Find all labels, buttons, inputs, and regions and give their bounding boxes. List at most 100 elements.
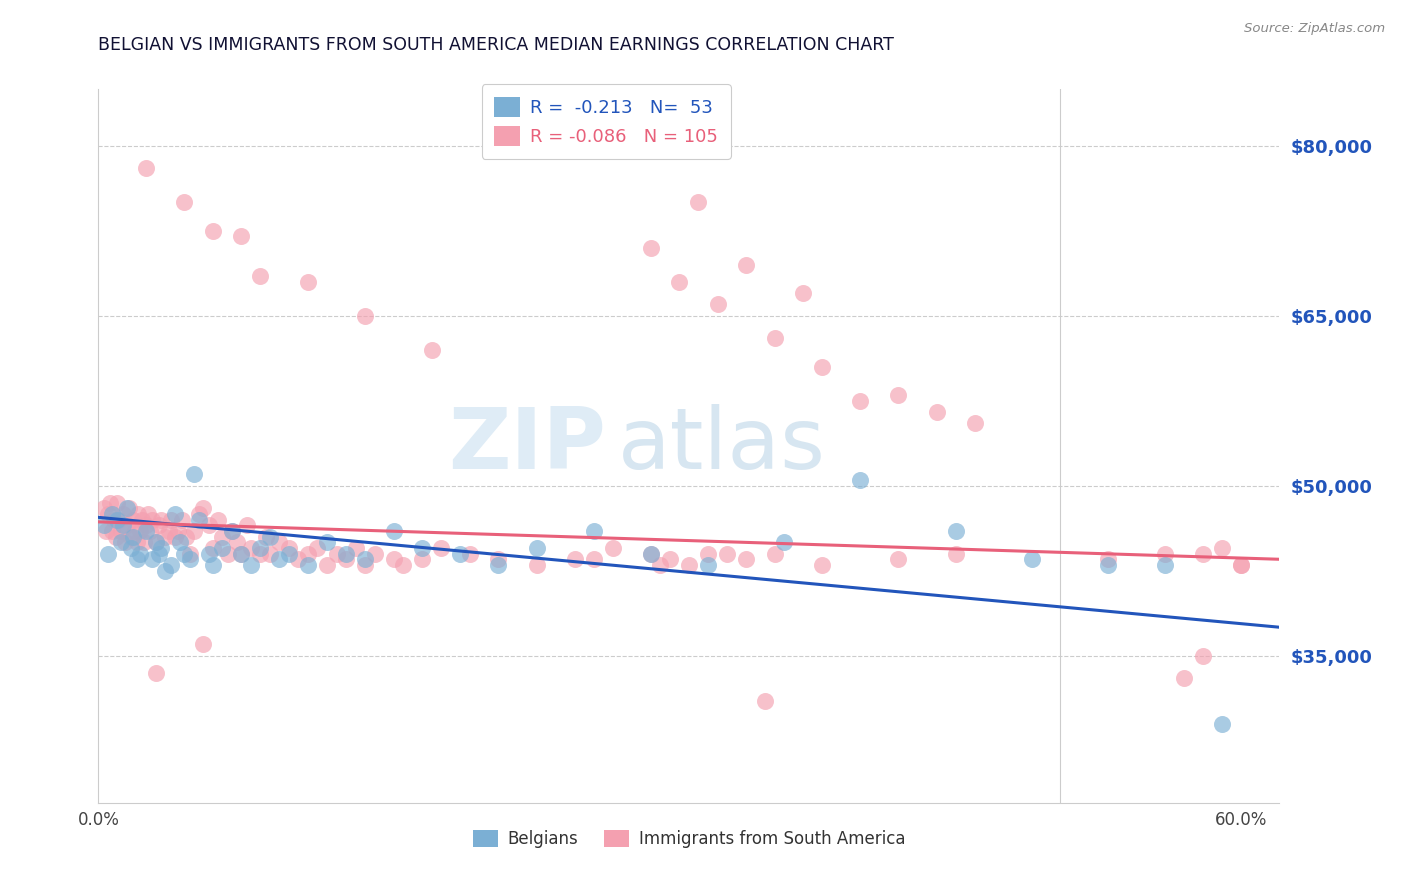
Point: [335, 552, 357, 566]
Point: [239, 558, 262, 572]
Point: [526, 558, 548, 572]
Point: [236, 518, 259, 533]
Point: [392, 558, 415, 572]
Point: [201, 558, 224, 572]
Point: [93, 501, 115, 516]
Point: [173, 195, 195, 210]
Point: [382, 552, 405, 566]
Point: [963, 417, 986, 431]
Point: [127, 507, 149, 521]
Point: [297, 275, 319, 289]
Point: [129, 547, 152, 561]
Point: [169, 535, 191, 549]
Point: [97, 507, 120, 521]
Point: [211, 541, 233, 555]
Point: [153, 564, 176, 578]
Point: [363, 547, 385, 561]
Point: [145, 665, 167, 680]
Point: [697, 547, 720, 561]
Point: [100, 507, 122, 521]
Point: [277, 547, 299, 561]
Point: [163, 507, 186, 521]
Point: [344, 541, 367, 555]
Point: [188, 513, 211, 527]
Point: [163, 530, 186, 544]
Point: [564, 552, 586, 566]
Point: [120, 530, 142, 544]
Point: [1211, 541, 1233, 555]
Point: [231, 229, 253, 244]
Point: [167, 524, 190, 538]
Point: [114, 535, 136, 549]
Point: [188, 507, 211, 521]
Point: [221, 524, 243, 538]
Point: [678, 558, 700, 572]
Point: [179, 547, 201, 561]
Point: [121, 513, 143, 527]
Point: [201, 224, 224, 238]
Point: [1154, 547, 1177, 561]
Point: [254, 530, 277, 544]
Point: [297, 558, 319, 572]
Point: [110, 524, 132, 538]
Point: [773, 535, 796, 549]
Point: [174, 530, 197, 544]
Point: [118, 501, 141, 516]
Point: [316, 558, 339, 572]
Point: [811, 558, 834, 572]
Point: [134, 535, 156, 549]
Point: [811, 359, 834, 374]
Point: [582, 552, 605, 566]
Point: [354, 309, 377, 323]
Legend: Belgians, Immigrants from South America: Belgians, Immigrants from South America: [467, 823, 911, 855]
Point: [316, 535, 339, 549]
Point: [198, 547, 221, 561]
Point: [706, 297, 728, 311]
Point: [754, 694, 776, 708]
Point: [582, 524, 605, 538]
Point: [640, 241, 662, 255]
Point: [287, 552, 309, 566]
Point: [458, 547, 481, 561]
Point: [335, 547, 357, 561]
Point: [488, 558, 510, 572]
Point: [108, 513, 131, 527]
Point: [141, 513, 163, 527]
Point: [150, 513, 173, 527]
Point: [307, 541, 329, 555]
Point: [135, 518, 157, 533]
Point: [115, 518, 138, 533]
Point: [925, 405, 948, 419]
Point: [602, 541, 624, 555]
Point: [124, 524, 146, 538]
Point: [135, 524, 157, 538]
Point: [249, 269, 271, 284]
Point: [145, 535, 167, 549]
Point: [411, 552, 433, 566]
Point: [1230, 558, 1253, 572]
Point: [488, 552, 510, 566]
Point: [231, 547, 253, 561]
Point: [430, 541, 453, 555]
Point: [688, 195, 710, 210]
Point: [129, 524, 152, 538]
Point: [172, 513, 194, 527]
Point: [135, 161, 157, 176]
Point: [249, 547, 271, 561]
Point: [121, 530, 143, 544]
Point: [231, 547, 253, 561]
Point: [120, 541, 142, 555]
Point: [98, 495, 121, 509]
Point: [1154, 558, 1177, 572]
Point: [136, 507, 159, 521]
Text: atlas: atlas: [619, 404, 827, 488]
Point: [173, 547, 195, 561]
Point: [716, 547, 738, 561]
Point: [259, 530, 281, 544]
Point: [159, 558, 181, 572]
Point: [226, 535, 249, 549]
Point: [297, 547, 319, 561]
Point: [735, 258, 758, 272]
Point: [658, 552, 681, 566]
Point: [526, 541, 548, 555]
